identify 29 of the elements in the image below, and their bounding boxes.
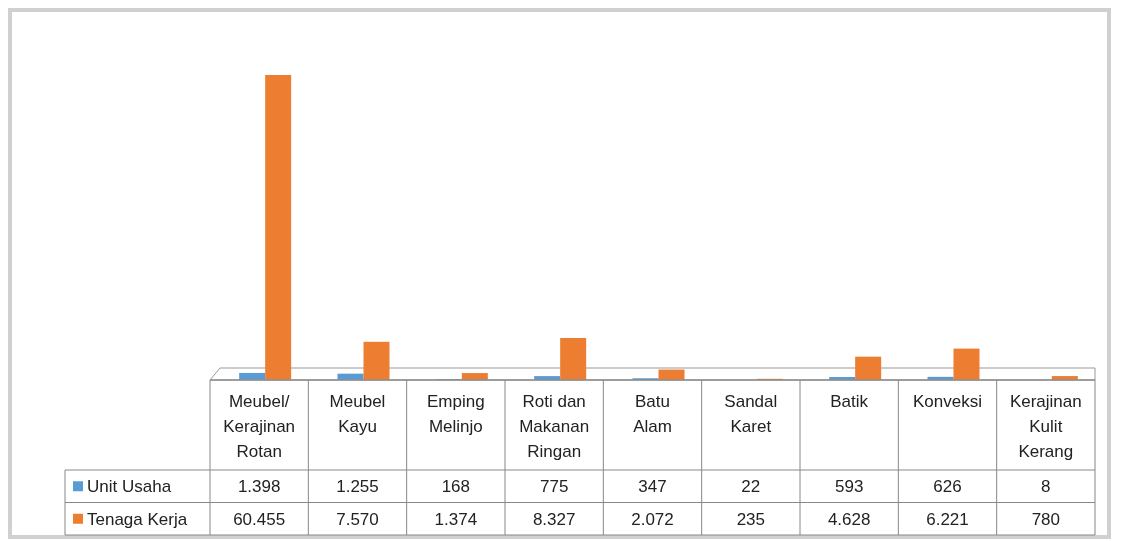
data-label: 1.374 — [434, 509, 478, 529]
x-tick-label: Batu Alam — [633, 392, 672, 436]
data-label: 347 — [638, 477, 667, 497]
data-label: 8 — [1041, 477, 1051, 497]
x-tick-label: Konveksi — [913, 392, 982, 411]
x-tick-label: Kerajinan Kulit Kerang — [1009, 392, 1082, 461]
x-tick-label: Batik — [830, 392, 869, 411]
data-label: 22 — [741, 477, 761, 497]
x-tick-label: Sandal Karet — [724, 392, 778, 436]
data-label: 6.221 — [926, 509, 969, 529]
data-label: 1.398 — [237, 477, 281, 497]
data-label: 4.628 — [827, 509, 871, 529]
data-label: 8.327 — [532, 509, 576, 529]
x-tick-label: Meubel/ Kerajinan Rotan — [223, 392, 296, 461]
data-label: 235 — [736, 509, 766, 529]
data-label: 1.255 — [336, 477, 379, 497]
x-tick-label: Meubel Kayu — [329, 392, 386, 436]
x-tick-label: Roti dan Makanan Ringan — [519, 392, 590, 461]
data-label: 593 — [834, 477, 864, 497]
data-label: 780 — [1031, 509, 1061, 529]
legend-label: Tenaga Kerja — [87, 509, 188, 529]
data-label: 2.072 — [631, 509, 674, 529]
data-label: 7.570 — [336, 509, 379, 529]
data-label: 626 — [933, 477, 962, 497]
data-label: 775 — [539, 477, 569, 497]
legend-label: Unit Usaha — [87, 477, 172, 497]
x-tick-label: Emping Melinjo — [427, 392, 485, 436]
data-label: 168 — [441, 477, 471, 497]
data-label: 60.455 — [233, 509, 286, 529]
